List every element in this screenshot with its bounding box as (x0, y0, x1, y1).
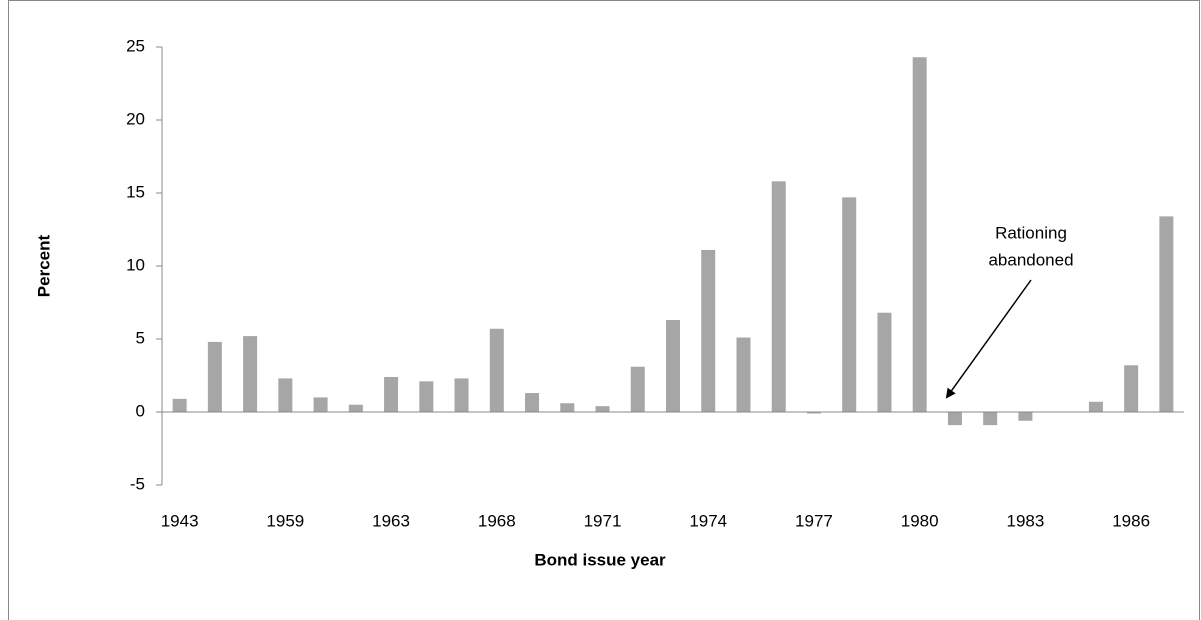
y-axis-title: Percent (34, 234, 53, 297)
y-tick-label: 20 (126, 109, 145, 128)
bar (1124, 365, 1139, 412)
bar (348, 404, 363, 412)
bar (172, 398, 187, 412)
y-tick-label: 5 (136, 328, 145, 347)
x-axis-title: Bond issue year (534, 550, 666, 569)
y-tick-label: 15 (126, 182, 145, 201)
y-tick-label: 10 (126, 255, 145, 274)
bar (384, 376, 399, 412)
y-tick-label: 25 (126, 36, 145, 55)
x-tick-label: 1980 (901, 511, 939, 530)
bar (560, 403, 575, 412)
bar (1018, 412, 1033, 421)
bar (525, 393, 540, 412)
bar (630, 366, 645, 412)
bar (243, 336, 258, 412)
bar (419, 381, 434, 412)
bar (877, 312, 892, 412)
bar (912, 57, 927, 412)
bar (736, 337, 751, 412)
chart-frame (8, 0, 1200, 620)
x-tick-label: 1963 (372, 511, 410, 530)
bar (1159, 216, 1174, 412)
y-tick-label: -5 (130, 474, 145, 493)
bar (313, 397, 328, 412)
bar (701, 249, 716, 412)
x-tick-label: 1974 (689, 511, 727, 530)
bar (207, 341, 222, 412)
x-tick-label: 1943 (161, 511, 199, 530)
x-tick-label: 1959 (266, 511, 304, 530)
bar (947, 412, 962, 426)
bar (771, 181, 786, 412)
bar (806, 412, 821, 414)
bar (842, 197, 857, 412)
annotation: Rationing (995, 223, 1067, 242)
x-tick-label: 1977 (795, 511, 833, 530)
x-tick-label: 1971 (584, 511, 622, 530)
bar (489, 328, 504, 412)
annotation-arrow (945, 279, 1032, 399)
annotation: abandoned (988, 250, 1073, 269)
bar (983, 412, 998, 426)
bar (278, 378, 293, 412)
bar (666, 320, 680, 412)
y-tick-label: 0 (136, 401, 145, 420)
bar (454, 378, 469, 412)
x-tick-label: 1968 (478, 511, 516, 530)
bar (595, 406, 610, 412)
x-tick-label: 1986 (1112, 511, 1150, 530)
bar (1088, 401, 1103, 412)
x-tick-label: 1983 (1006, 511, 1044, 530)
